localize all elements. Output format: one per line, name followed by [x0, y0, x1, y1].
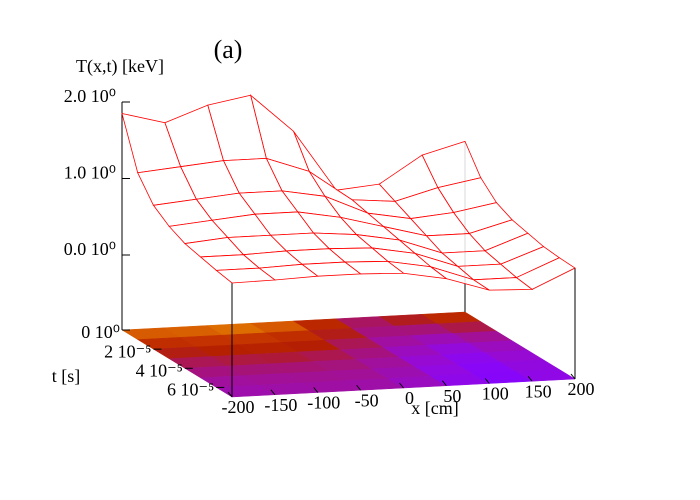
x-tick-label: -150 — [264, 395, 297, 415]
x-tick-label: 200 — [568, 379, 595, 399]
x-tick-label: 0 — [405, 388, 414, 408]
x-tick-label: 50 — [443, 386, 461, 406]
y-tick-label: 2 10⁻⁵ — [104, 341, 151, 361]
x-tick — [484, 378, 490, 384]
x-tick — [313, 387, 319, 393]
x-tick — [441, 380, 447, 387]
chart-title: (a) — [214, 35, 243, 64]
z-axis-label: T(x,t) [keV] — [76, 56, 164, 77]
z-tick-label: 1.0 10⁰ — [64, 163, 116, 183]
x-tick — [227, 391, 233, 398]
x-tick — [270, 389, 276, 396]
x-tick-label: -100 — [307, 393, 340, 413]
x-tick — [356, 384, 362, 391]
z-tick-label: 2.0 10⁰ — [64, 86, 116, 106]
x-tick-label: 100 — [482, 384, 509, 404]
surface-cell — [215, 267, 276, 284]
y-tick-label: 4 10⁻⁵ — [136, 360, 183, 380]
y-tick-label: 0 10⁰ — [81, 322, 120, 342]
x-tick — [570, 373, 576, 380]
x-axis-label: x [cm] — [411, 398, 458, 418]
z-tick-label: 0.0 10⁰ — [64, 239, 116, 259]
x-tick — [527, 375, 533, 382]
y-axis-label: t [s] — [52, 366, 81, 386]
x-tick — [399, 382, 404, 389]
x-tick-label: -200 — [222, 397, 255, 417]
x-tick-label: -50 — [355, 390, 379, 410]
x-tick-label: 150 — [525, 381, 552, 401]
y-tick-label: 6 10⁻⁵ — [167, 380, 214, 400]
